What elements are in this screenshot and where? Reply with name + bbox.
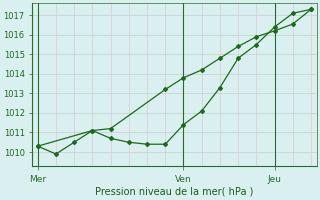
X-axis label: Pression niveau de la mer( hPa ): Pression niveau de la mer( hPa ) xyxy=(95,187,253,197)
